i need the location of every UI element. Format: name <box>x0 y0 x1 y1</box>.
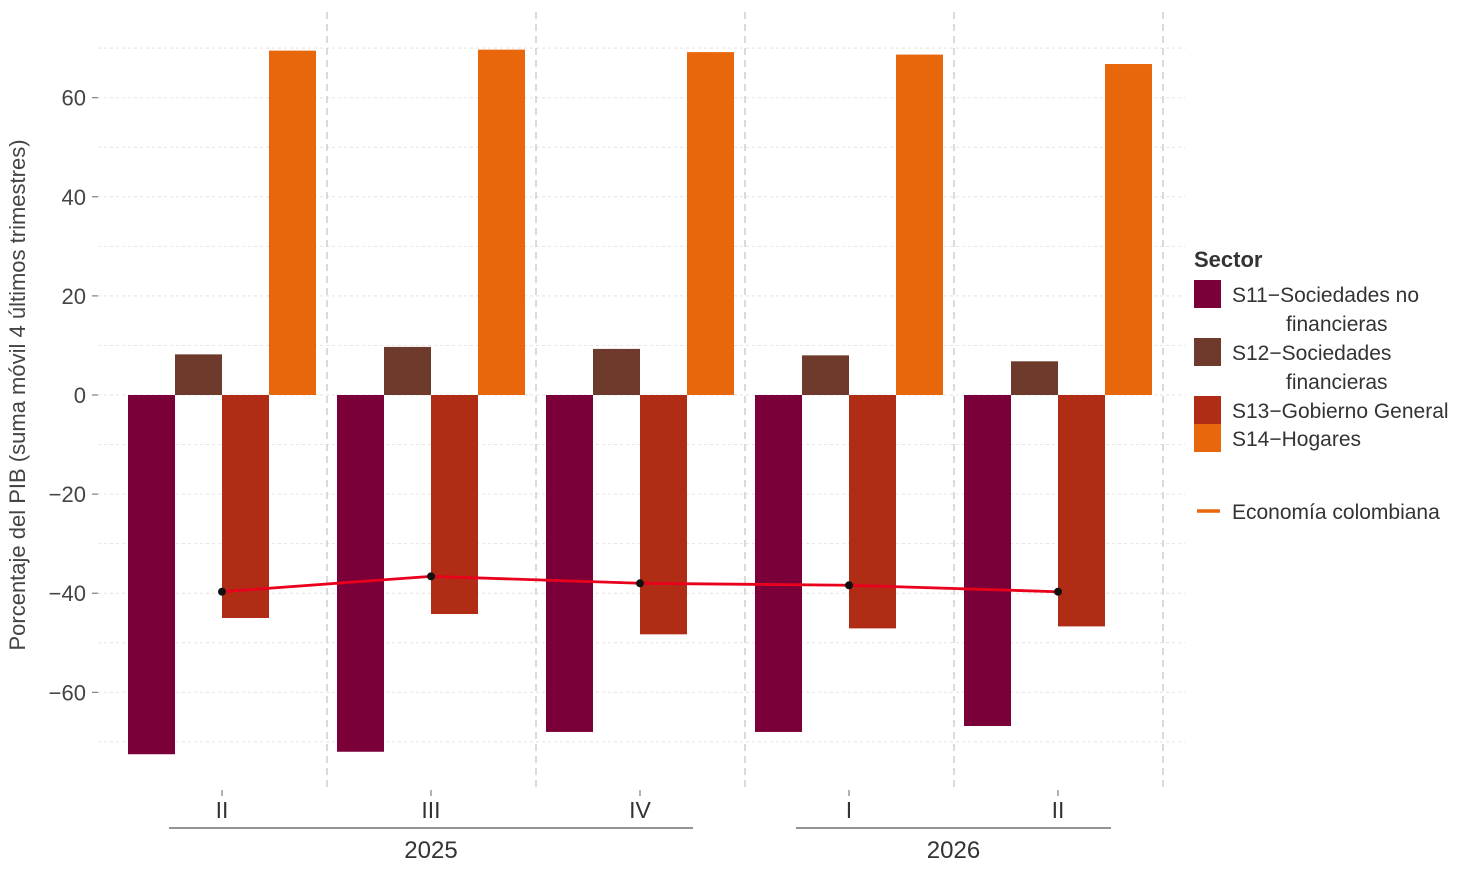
x-tick-label: III <box>421 797 440 823</box>
line-layer <box>218 572 1062 596</box>
bar-3-1 <box>222 395 269 618</box>
bar-3-2 <box>431 395 478 615</box>
bar-3-4 <box>849 395 896 629</box>
bar-3-5 <box>1058 395 1105 627</box>
bar-1-3 <box>546 395 593 732</box>
bar-4-4 <box>896 54 943 396</box>
bar-4-1 <box>269 50 316 395</box>
bar-2-1 <box>175 354 222 395</box>
x-tick-label: II <box>216 797 229 823</box>
bar-layer <box>128 49 1152 755</box>
legend-label: financieras <box>1286 313 1388 336</box>
y-tick-label: 20 <box>62 284 86 309</box>
bar-2-3 <box>593 348 640 395</box>
legend: Sector S11−Sociedades no financieras S12−So… <box>1194 247 1449 524</box>
legend-label: S13−Gobierno General <box>1232 400 1449 423</box>
line-point <box>218 587 226 596</box>
bar-4-3 <box>687 52 734 395</box>
x-tick-label: II <box>1052 797 1065 823</box>
legend-label: S11−Sociedades no <box>1232 284 1419 307</box>
legend-label: S12−Sociedades <box>1232 342 1391 365</box>
legend-line-label: Economía colombiana <box>1232 501 1440 524</box>
line-point <box>1054 587 1062 596</box>
y-tick-label: −40 <box>49 581 86 606</box>
x-tick-label: IV <box>629 797 651 823</box>
bar-1-2 <box>337 395 384 752</box>
bar-1-5 <box>964 395 1011 726</box>
bar-2-5 <box>1011 361 1058 395</box>
year-label: 2026 <box>927 837 980 864</box>
y-tick-label: 0 <box>74 383 86 408</box>
bar-1-4 <box>755 395 802 732</box>
bar-4-5 <box>1105 64 1152 396</box>
line-point <box>636 579 644 588</box>
legend-swatch <box>1194 338 1221 366</box>
bar-3-3 <box>640 395 687 635</box>
legend-swatch <box>1194 280 1221 308</box>
line-point <box>427 572 435 581</box>
line-point <box>845 581 853 590</box>
y-tick-label: 60 <box>62 86 86 111</box>
year-label: 2025 <box>404 837 457 864</box>
bar-1-1 <box>128 395 175 755</box>
bar-2-2 <box>384 346 431 395</box>
x-tick-label: I <box>846 797 852 823</box>
legend-label: S14−Hogares <box>1232 428 1361 451</box>
y-tick-label: 40 <box>62 185 86 210</box>
legend-label: financieras <box>1286 371 1388 394</box>
legend-swatch <box>1194 396 1221 424</box>
y-axis-label: Porcentaje del PIB (suma móvil 4 últimos… <box>5 139 30 650</box>
legend-swatch <box>1194 424 1221 452</box>
bar-4-2 <box>478 49 525 395</box>
bar-2-4 <box>802 355 849 395</box>
legend-title: Sector <box>1194 247 1263 272</box>
y-tick-label: −20 <box>49 482 86 507</box>
y-tick-label: −60 <box>49 680 86 705</box>
